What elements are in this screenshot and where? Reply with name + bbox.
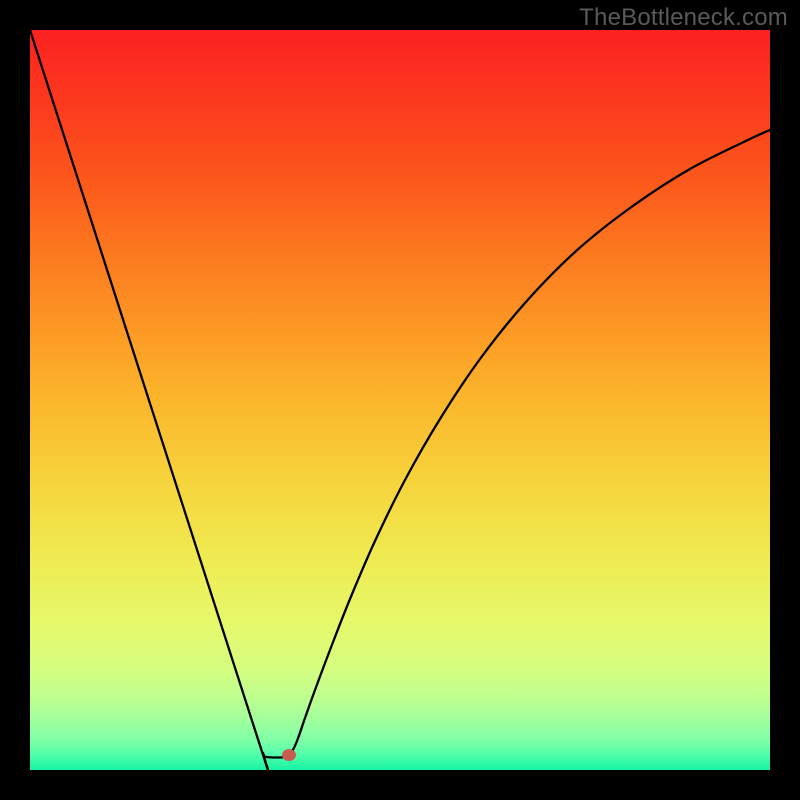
plot-background	[30, 30, 770, 770]
bottleneck-curve-svg	[30, 30, 770, 770]
plot-area	[30, 30, 770, 770]
chart-container: TheBottleneck.com	[0, 0, 800, 800]
watermark-text: TheBottleneck.com	[579, 4, 788, 32]
minimum-marker	[282, 749, 296, 761]
